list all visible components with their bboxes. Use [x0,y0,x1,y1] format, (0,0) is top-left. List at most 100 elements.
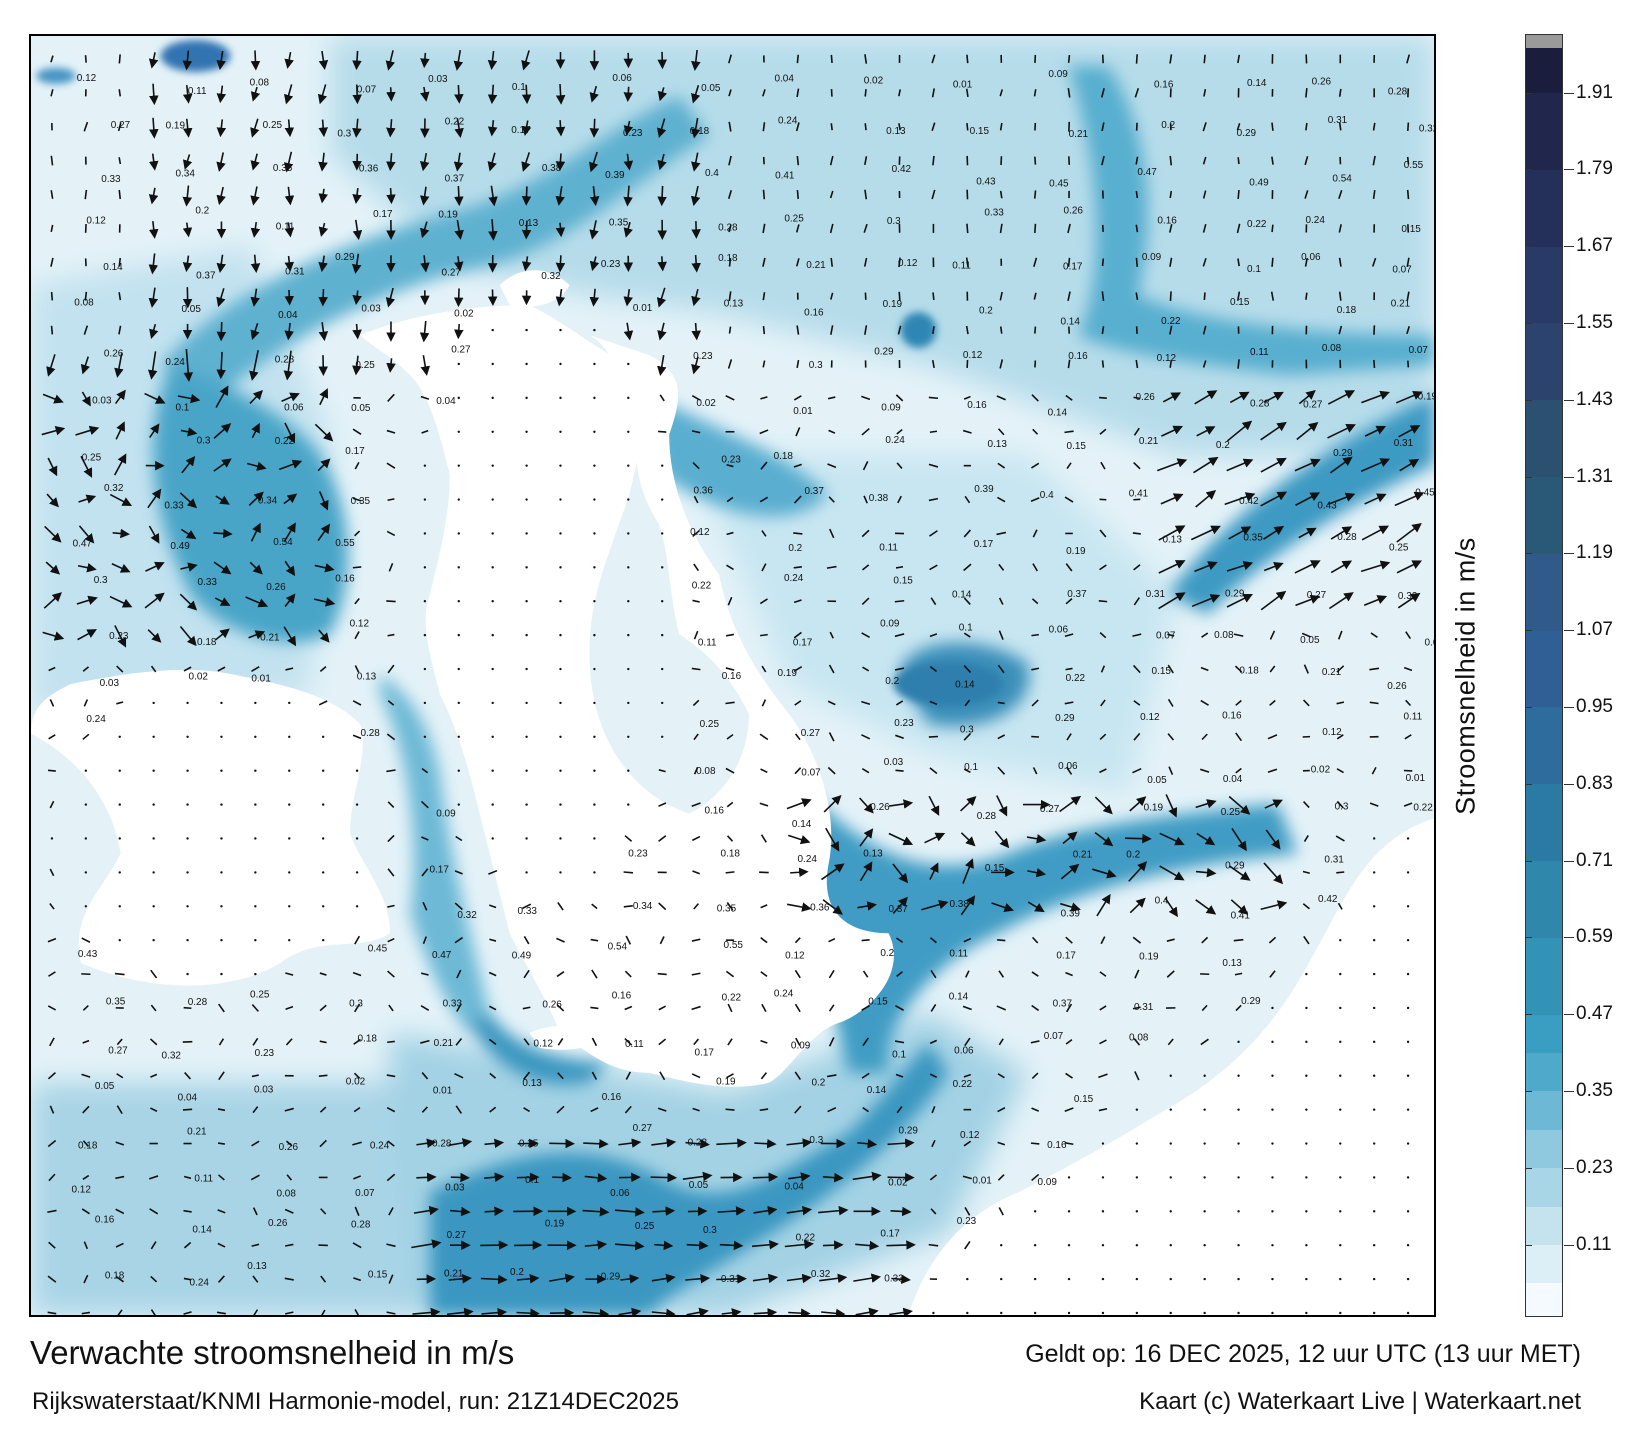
current-value-label: 0.23 [255,1048,275,1059]
current-arrow [249,350,259,381]
current-arrow [352,428,362,436]
land-grid-dot [1067,1244,1071,1247]
current-arrow [284,289,295,306]
current-value-label: 0.06 [284,403,304,414]
current-arrow [864,89,867,97]
current-arrow [1132,664,1141,674]
current-arrow [1302,801,1310,809]
current-strait-middle [380,674,490,1033]
current-arrow [1373,359,1376,369]
current-arrow [618,1138,642,1148]
land-grid-dot [559,701,562,705]
current-arrow [963,597,971,605]
land-grid-dot [152,871,155,874]
current-arrow [1202,257,1207,267]
current-arrow [386,1311,396,1315]
current-arrow [421,429,429,434]
current-arrow [692,462,700,470]
current-value-label: 0.12 [960,1130,980,1141]
current-arrow [862,461,869,471]
colorbar-inner-tick [1526,246,1532,248]
land-grid-dot [1339,1142,1342,1145]
land-grid-dot [593,566,596,569]
land-grid-dot [321,735,325,739]
current-arrow [183,1006,192,1010]
current-value-label: 0.19 [545,1218,565,1229]
land-grid-dot [457,769,460,772]
current-arrow [484,1206,504,1216]
current-value-label: 0.3 [809,360,823,371]
current-arrow [929,767,938,775]
current-arrow [693,733,699,741]
current-value-label: 0.13 [1162,534,1182,545]
current-value-label: 0.35 [351,496,371,507]
current-arrow [795,1037,801,1046]
current-arrow [1303,935,1310,945]
current-arrow [623,185,633,207]
current-arrow [352,1141,362,1146]
current-arrow [1202,122,1207,132]
current-arrow [1269,665,1276,673]
current-arrow [589,288,600,307]
land-grid-dot [1101,1142,1105,1145]
colorbar-title: Stroomsnelheid in m/s [1450,537,1481,815]
current-arrow [1403,666,1413,672]
current-arrow [1195,799,1217,809]
colorbar-tick-label: 0.23 [1576,1156,1613,1178]
land-grid-dot [50,837,54,840]
current-arrow [285,667,294,671]
current-arrow [895,734,904,740]
current-value-label: 0.23 [957,1216,977,1227]
current-arrow [1336,665,1345,673]
current-arrow [725,395,735,401]
current-arrow [145,561,165,572]
current-value-label: 0.06 [610,1188,630,1199]
land-grid-dot [84,905,88,908]
current-arrow [114,625,127,648]
current-arrow [786,1138,813,1148]
current-arrow [864,123,867,131]
current-arrow [115,421,125,440]
current-arrow [1305,122,1308,131]
current-arrow [623,153,634,171]
current-arrow [760,396,768,400]
current-arrow [1369,802,1379,807]
current-arrow [1403,802,1413,807]
current-arrow [47,457,58,477]
current-arrow [896,1106,903,1114]
current-value-label: 0.19 [716,1077,736,1088]
land-grid-dot [457,701,460,705]
current-value-label: 0.17 [429,864,449,875]
current-arrow [999,223,1003,234]
current-value-label: 0.13 [522,1078,542,1089]
land-grid-dot [593,328,596,332]
current-arrow [996,1005,1007,1011]
current-arrow [691,938,701,942]
current-arrow [556,1004,565,1012]
colorbar-tick [1564,246,1574,248]
current-value-label: 0.1 [892,1050,906,1061]
current-arrow [454,219,464,240]
current-arrow [897,495,902,504]
colorbar-band [1526,246,1562,324]
current-value-label: 0.09 [880,619,900,630]
current-arrow [591,903,598,910]
land-grid-dot [1237,1040,1240,1044]
current-value-label: 0.32 [104,483,124,494]
current-arrow [1160,493,1184,505]
current-arrow [523,1038,530,1046]
current-arrow [251,1140,260,1147]
current-arrow [283,350,294,381]
current-arrow [1031,1004,1040,1012]
current-arrow [891,1274,911,1285]
current-arrow [83,121,89,132]
current-arrow [964,495,971,504]
land-grid-dot [1372,1006,1376,1010]
current-arrow [962,429,972,434]
current-value-label: 0.09 [1048,69,1068,80]
current-value-label: 0.23 [693,351,713,362]
current-arrow [49,903,55,910]
land-grid-dot [1203,1074,1206,1077]
current-arrow [686,1240,709,1251]
current-arrow [788,1172,811,1182]
